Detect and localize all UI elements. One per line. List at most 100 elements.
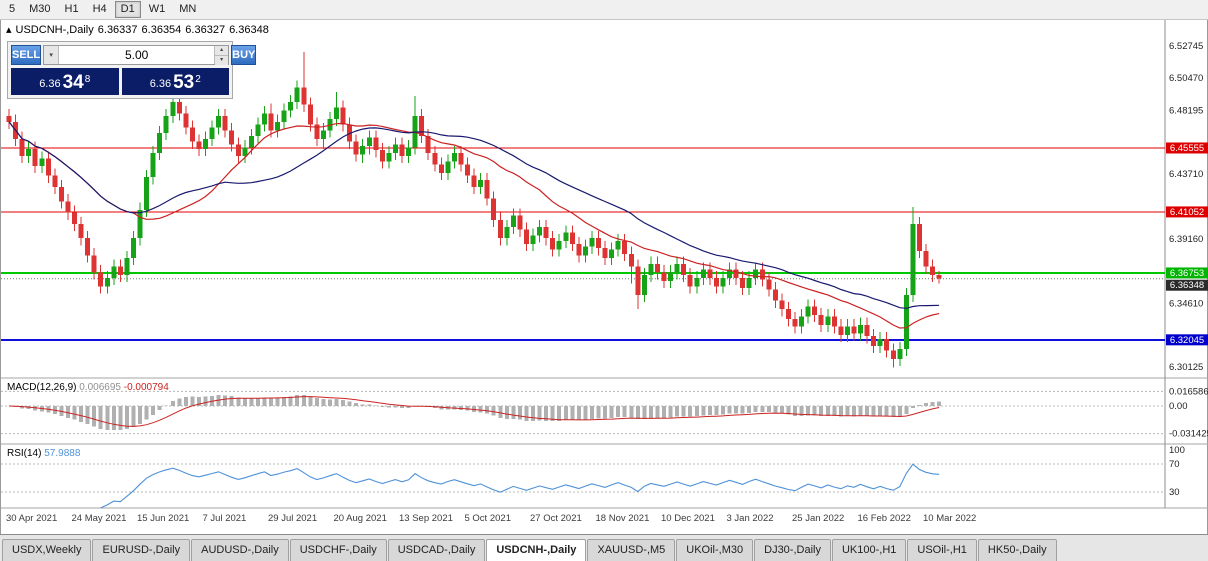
candle — [923, 251, 929, 267]
macd-scale-label: 0.016586 — [1169, 386, 1208, 397]
chart-tab-11[interactable]: HK50-,Daily — [977, 539, 1057, 561]
candle — [916, 224, 922, 251]
candle — [530, 235, 536, 244]
candle — [805, 306, 811, 317]
candle — [556, 241, 562, 250]
candle — [189, 127, 195, 142]
candle — [111, 266, 117, 278]
candle — [844, 326, 850, 335]
candle — [209, 127, 215, 139]
candle — [910, 224, 916, 296]
buy-button[interactable]: BUY — [231, 45, 257, 65]
candle — [609, 249, 615, 259]
candle — [687, 275, 693, 287]
chart-tab-0[interactable]: USDX,Weekly — [2, 539, 92, 561]
chart-tab-2[interactable]: AUDUSD-,Daily — [191, 539, 289, 561]
candle — [838, 326, 844, 335]
hline-badge-label: 6.45555 — [1170, 143, 1204, 154]
candle — [235, 144, 241, 156]
sell-price-big: 6.36 — [39, 78, 61, 90]
candle — [261, 113, 267, 125]
candle — [661, 272, 667, 281]
candle — [648, 263, 654, 276]
hline-badge-1 — [1166, 206, 1208, 218]
chart-tab-5[interactable]: USDCNH-,Daily — [486, 539, 587, 561]
candle — [320, 130, 326, 139]
timeframe-button-m30[interactable]: M30 — [29, 3, 51, 15]
candle — [176, 101, 182, 114]
ohlc-close: 6.36348 — [229, 24, 269, 36]
candle — [432, 153, 438, 165]
volume-down-button[interactable]: ▾ — [215, 56, 229, 65]
chart-tab-3[interactable]: USDCHF-,Daily — [289, 539, 387, 561]
chart-tab-1[interactable]: EURUSD-,Daily — [92, 539, 191, 561]
price-chart[interactable]: 6.52745 6.50470 6.48195 6.43710 6.39160 6.346… — [1, 20, 1208, 534]
candle — [740, 277, 746, 288]
macd-signal-line — [8, 396, 940, 427]
candle — [779, 300, 785, 310]
timeframe-button-w1[interactable]: W1 — [148, 3, 166, 15]
candle — [445, 161, 451, 173]
volume-dropdown-button[interactable]: ▾ — [44, 46, 60, 64]
candle — [353, 141, 359, 155]
date-label: 13 Sep 2021 — [399, 513, 453, 524]
candle — [569, 232, 575, 244]
chart-tab-7[interactable]: UKOil-,M30 — [676, 539, 754, 561]
date-label: 16 Feb 2022 — [858, 513, 911, 524]
timeframe-button-mn[interactable]: MN — [179, 3, 197, 15]
date-label: 24 May 2021 — [72, 513, 127, 524]
macd-scale-label: -0.031425 — [1169, 429, 1208, 440]
timeframe-button-h4[interactable]: H4 — [92, 3, 107, 15]
candle — [936, 275, 942, 279]
candle — [301, 87, 307, 105]
chart-tab-10[interactable]: USOil-,H1 — [907, 539, 977, 561]
chart-tab-9[interactable]: UK100-,H1 — [831, 539, 907, 561]
candle — [471, 175, 477, 188]
candle — [799, 316, 805, 327]
candle — [884, 339, 890, 351]
candle — [117, 266, 123, 276]
candle — [150, 153, 156, 178]
candle — [39, 158, 45, 166]
candle — [491, 198, 497, 220]
volume-up-button[interactable]: ▴ — [215, 46, 229, 56]
date-label: 3 Jan 2022 — [727, 513, 774, 524]
candle — [596, 238, 601, 249]
date-label: 18 Nov 2021 — [596, 513, 650, 524]
collapse-icon[interactable]: ▴ — [6, 24, 12, 36]
candle — [386, 153, 392, 162]
candle — [864, 324, 870, 337]
timeframe-button-5[interactable]: 5 — [9, 3, 16, 15]
chart-tab-8[interactable]: DJ30-,Daily — [754, 539, 831, 561]
timeframe-button-d1[interactable]: D1 — [114, 1, 141, 18]
candle — [340, 107, 346, 125]
candle — [589, 238, 595, 247]
candle — [713, 277, 719, 287]
rsi-scale-label: 30 — [1169, 487, 1180, 498]
chart-tab-4[interactable]: USDCAD-,Daily — [387, 539, 486, 561]
candle — [196, 141, 202, 149]
candle — [255, 124, 261, 136]
rsi-scale-label: 70 — [1169, 459, 1180, 470]
candle — [641, 275, 647, 296]
candle — [26, 148, 32, 156]
sell-button[interactable]: SELL — [11, 45, 42, 65]
buy-price-button[interactable]: 6.36 53 2 — [121, 68, 229, 95]
candle — [183, 113, 189, 128]
volume-spinner: ▴ ▾ — [214, 46, 229, 65]
chart-tab-6[interactable]: XAUUSD-,M5 — [587, 539, 676, 561]
volume-input[interactable] — [59, 46, 215, 64]
date-label: 20 Aug 2021 — [334, 513, 387, 524]
timeframe-button-h1[interactable]: H1 — [64, 3, 79, 15]
macd-label: MACD(12,26,9) 0.006695 -0.000794 — [7, 382, 169, 393]
candle — [281, 110, 287, 122]
sell-price-button[interactable]: 6.36 34 8 — [11, 68, 119, 95]
candle — [275, 121, 281, 131]
ohlc-high: 6.36354 — [141, 24, 182, 36]
candle — [406, 147, 412, 156]
buy-price-sup: 2 — [195, 74, 201, 85]
date-label: 15 Jun 2021 — [137, 513, 189, 524]
sell-price-main: 34 — [62, 72, 84, 93]
price-tick: 6.48195 — [1169, 105, 1203, 116]
